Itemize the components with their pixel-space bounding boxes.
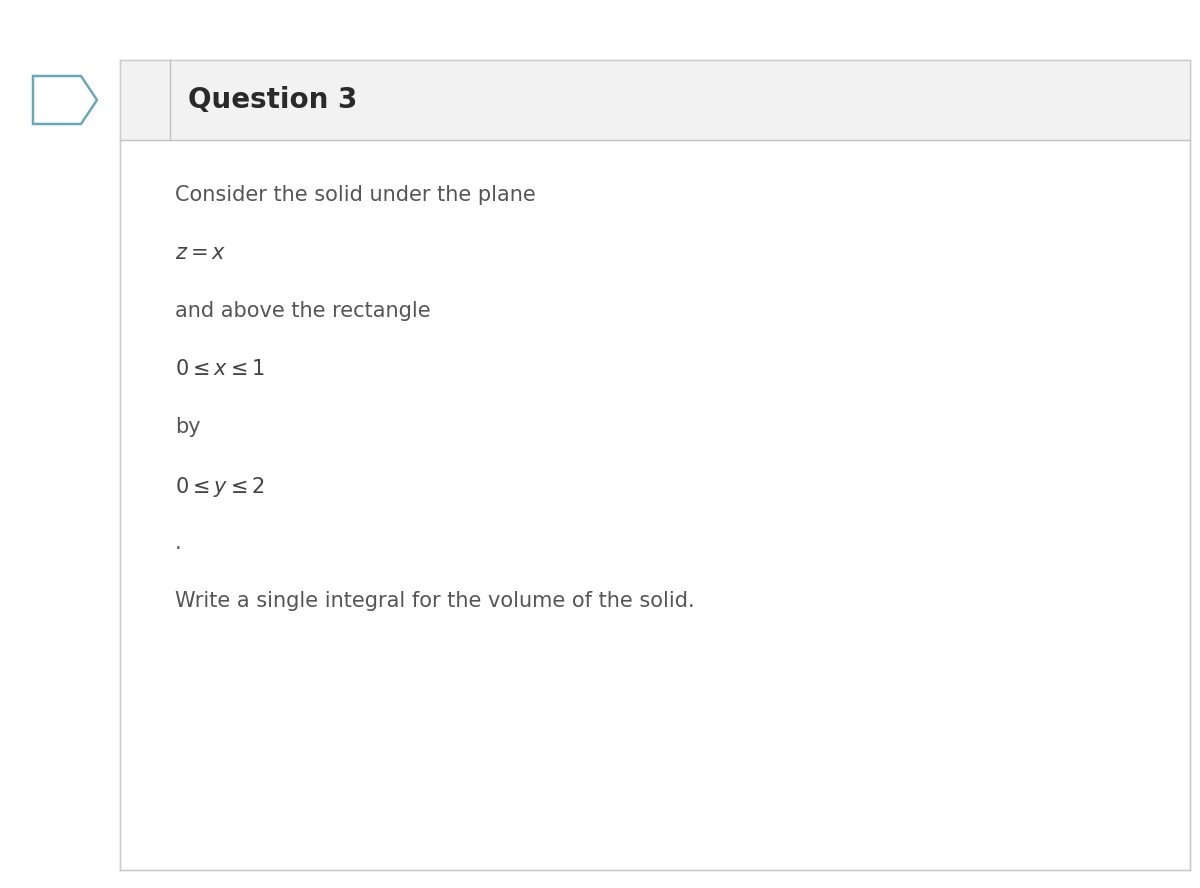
Text: by: by bbox=[175, 417, 200, 437]
Bar bbox=[120, 60, 1190, 870]
Text: .: . bbox=[175, 533, 181, 553]
Text: Write a single integral for the volume of the solid.: Write a single integral for the volume o… bbox=[175, 591, 695, 611]
Text: $z = x$: $z = x$ bbox=[175, 243, 226, 263]
Text: and above the rectangle: and above the rectangle bbox=[175, 301, 431, 321]
Text: $0 \leq x \leq 1$: $0 \leq x \leq 1$ bbox=[175, 359, 265, 379]
Text: Question 3: Question 3 bbox=[188, 86, 358, 114]
Polygon shape bbox=[34, 76, 97, 124]
Text: Consider the solid under the plane: Consider the solid under the plane bbox=[175, 185, 535, 205]
Bar bbox=[120, 60, 1190, 140]
Text: $0 \leq y \leq 2$: $0 \leq y \leq 2$ bbox=[175, 475, 265, 499]
